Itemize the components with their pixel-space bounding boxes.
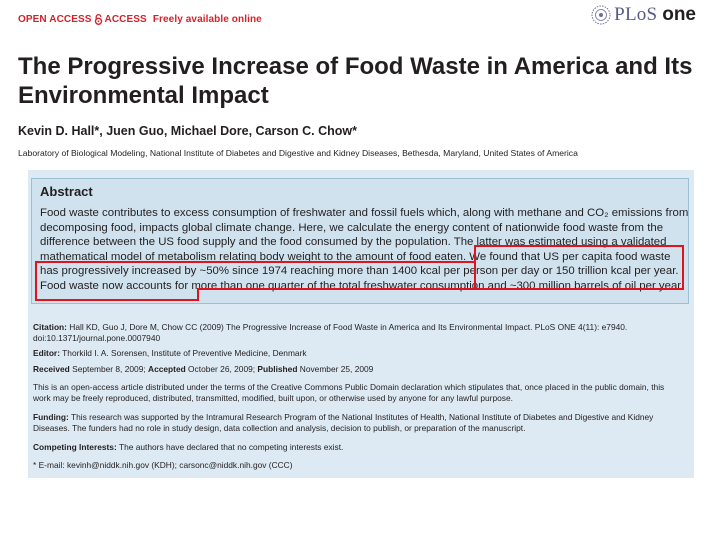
dates: Received September 8, 2009; Accepted Oct… xyxy=(33,364,683,375)
author-list: Kevin D. Hall*, Juen Guo, Michael Dore, … xyxy=(18,124,357,138)
abstract-box xyxy=(31,178,689,304)
editor-label: Editor: xyxy=(33,348,60,358)
plos-seal-icon xyxy=(591,5,611,25)
highlight-box xyxy=(35,261,684,290)
funding: Funding: This research was supported by … xyxy=(33,412,683,434)
competing-label: Competing Interests: xyxy=(33,442,117,452)
open-access-lock-icon xyxy=(94,14,102,25)
license: This is an open-access article distribut… xyxy=(33,382,665,403)
highlight-box xyxy=(35,261,476,263)
journal-logo: PLoS one xyxy=(590,4,696,26)
funding-label: Funding: xyxy=(33,412,69,422)
highlight-box xyxy=(197,288,684,290)
received-date: September 8, 2009; xyxy=(72,364,146,374)
abstract-text: Food waste contributes to excess consump… xyxy=(40,207,689,292)
competing-text: The authors have declared that no compet… xyxy=(118,442,344,452)
accepted-date: October 26, 2009; xyxy=(188,364,256,374)
access-label: ACCESS xyxy=(104,14,147,25)
freely-available-label: Freely available online xyxy=(152,14,262,25)
contact-email: * E-mail: kevinh@niddk.nih.gov (KDH); ca… xyxy=(33,460,293,470)
open-access-label: OPEN ACCESS xyxy=(18,14,92,25)
article-title: The Progressive Increase of Food Waste i… xyxy=(18,53,693,109)
editor-text: Thorkild I. A. Sorensen, Institute of Pr… xyxy=(62,348,307,358)
published-date: November 25, 2009 xyxy=(299,364,374,374)
citation-label: Citation: xyxy=(33,322,67,332)
abstract-heading: Abstract xyxy=(40,184,93,199)
accepted-label: Accepted xyxy=(148,364,186,374)
received-label: Received xyxy=(33,364,70,374)
published-label: Published xyxy=(257,364,298,374)
citation: Citation: Hall KD, Guo J, Dore M, Chow C… xyxy=(33,322,683,344)
journal-name: PLoS xyxy=(614,4,658,25)
open-access-banner: OPEN ACCESS ACCESS Freely available onli… xyxy=(18,14,262,25)
journal-name-one: one xyxy=(662,4,696,25)
editor: Editor: Thorkild I. A. Sorensen, Institu… xyxy=(33,348,683,359)
funding-text: This research was supported by the Intra… xyxy=(33,412,654,433)
highlight-box xyxy=(35,290,199,301)
citation-text: Hall KD, Guo J, Dore M, Chow CC (2009) T… xyxy=(33,322,628,343)
competing-interests: Competing Interests: The authors have de… xyxy=(33,442,683,453)
affiliation: Laboratory of Biological Modeling, Natio… xyxy=(18,148,578,158)
